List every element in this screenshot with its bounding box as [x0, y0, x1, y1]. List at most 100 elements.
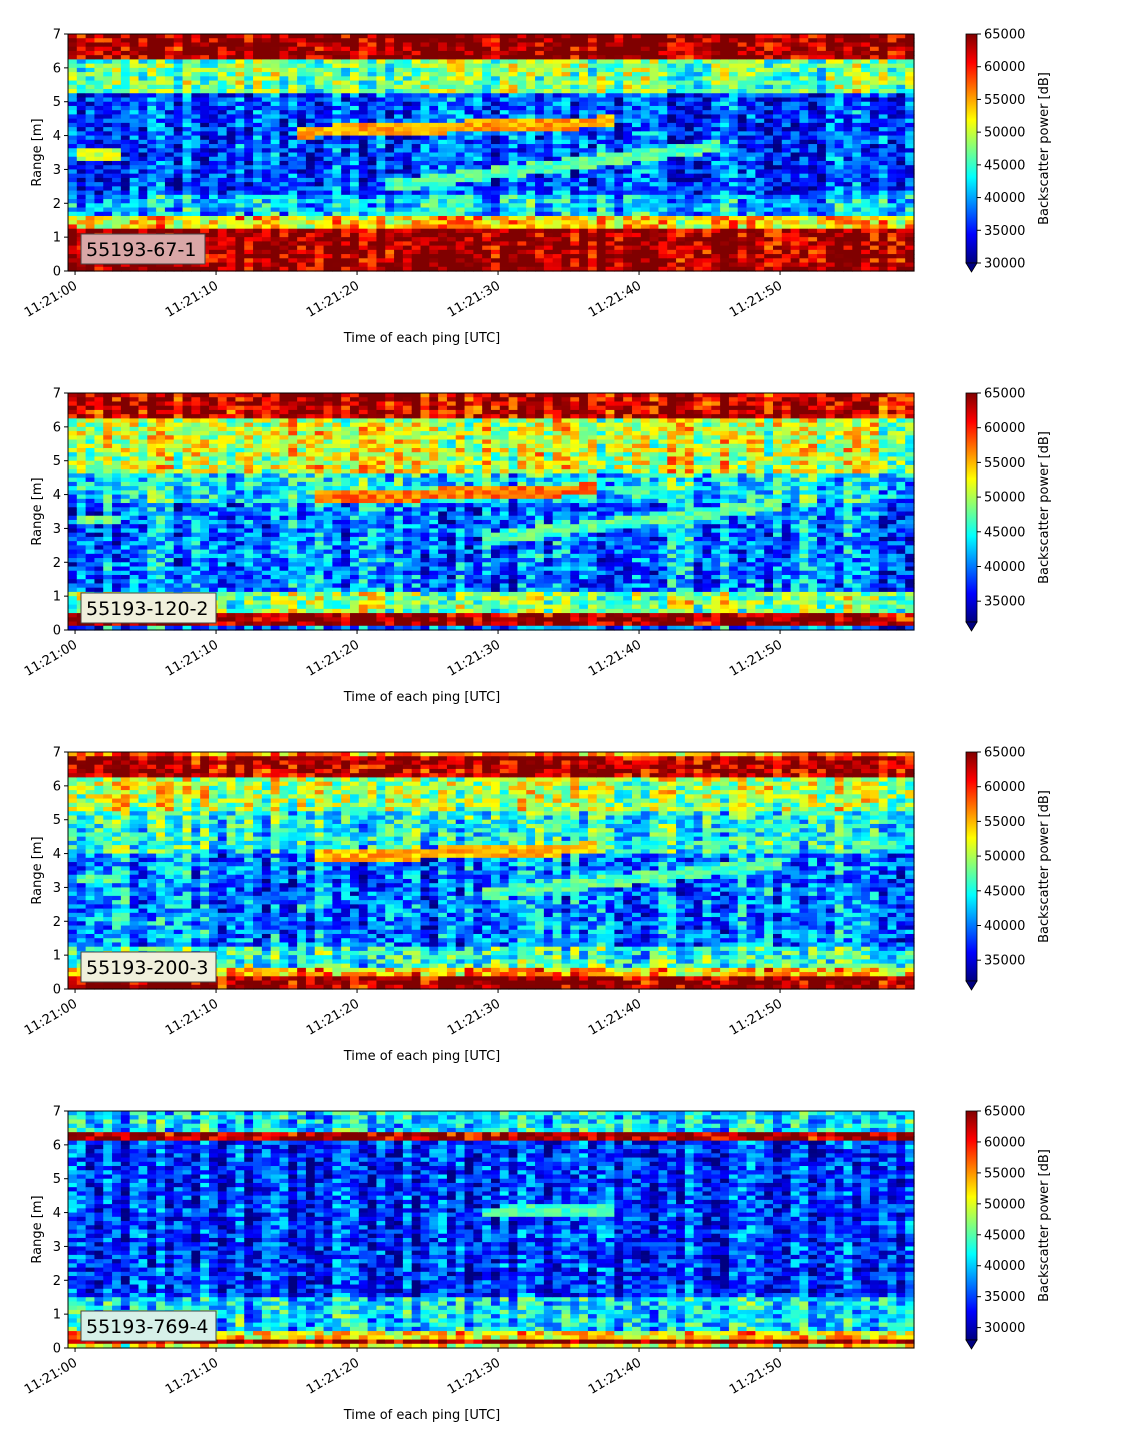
colorbar-tick-label: 50000 — [984, 850, 1025, 865]
y-axis-label: Range [m] — [30, 836, 45, 904]
x-tick-label: 11:21:50 — [727, 637, 785, 679]
y-tick-label: 5 — [53, 813, 61, 828]
x-tick-label: 11:21:20 — [304, 637, 362, 679]
y-tick-label: 5 — [53, 95, 61, 110]
colorbar-tick-label: 55000 — [984, 815, 1025, 830]
y-tick-label: 1 — [53, 231, 61, 246]
x-tick-label: 11:21:40 — [586, 1355, 644, 1397]
colorbar-tick-label: 55000 — [984, 93, 1025, 108]
colorbar-tick-label: 65000 — [984, 1105, 1025, 1120]
y-tick-label: 6 — [53, 61, 61, 76]
colorbar-tick-label: 30000 — [984, 1321, 1025, 1336]
x-tick-label: 11:21:40 — [586, 996, 644, 1038]
y-tick-label: 7 — [53, 1105, 61, 1120]
y-tick-label: 7 — [53, 28, 61, 43]
x-tick-label: 11:21:50 — [727, 1355, 785, 1397]
colorbar-tick-label: 60000 — [984, 60, 1025, 75]
colorbar-tick-label: 40000 — [984, 560, 1025, 575]
y-axis-label: Range [m] — [30, 1195, 45, 1263]
y-tick-label: 3 — [53, 522, 61, 537]
colorbar — [966, 1111, 977, 1340]
y-tick-label: 2 — [53, 556, 61, 571]
colorbar — [966, 752, 977, 981]
colorbar-label: Backscatter power [dB] — [1037, 790, 1052, 943]
colorbar-tick-label: 40000 — [984, 191, 1025, 206]
colorbar-tick-label: 30000 — [984, 257, 1025, 272]
y-tick-label: 4 — [53, 488, 61, 503]
y-tick-label: 6 — [53, 1138, 61, 1153]
colorbar-tick-label: 50000 — [984, 491, 1025, 506]
colorbar-label: Backscatter power [dB] — [1037, 431, 1052, 584]
x-axis-label: Time of each ping [UTC] — [343, 1408, 501, 1423]
x-tick-label: 11:21:30 — [445, 278, 503, 320]
y-tick-label: 6 — [53, 420, 61, 435]
x-tick-label: 11:21:30 — [445, 637, 503, 679]
colorbar-extend-arrow — [966, 981, 977, 990]
colorbar-tick-label: 45000 — [984, 884, 1025, 899]
y-tick-label: 1 — [53, 590, 61, 605]
colorbar-tick-label: 40000 — [984, 1259, 1025, 1274]
y-tick-label: 2 — [53, 915, 61, 930]
colorbar-extend-arrow — [966, 1340, 977, 1349]
colorbar-tick-label: 45000 — [984, 525, 1025, 540]
colorbar-tick-label: 55000 — [984, 456, 1025, 471]
y-tick-label: 4 — [53, 129, 61, 144]
x-tick-label: 11:21:10 — [163, 996, 221, 1038]
y-axis-label: Range [m] — [30, 118, 45, 186]
x-tick-label: 11:21:50 — [727, 278, 785, 320]
colorbar-tick-label: 35000 — [984, 1290, 1025, 1305]
colorbar-extend-arrow — [966, 263, 977, 272]
y-tick-label: 3 — [53, 163, 61, 178]
x-tick-label: 11:21:40 — [586, 278, 644, 320]
colorbar-tick-label: 45000 — [984, 1228, 1025, 1243]
colorbar-tick-label: 35000 — [984, 954, 1025, 969]
colorbar-tick-label: 50000 — [984, 1197, 1025, 1212]
x-axis-label: Time of each ping [UTC] — [343, 1049, 501, 1064]
y-tick-label: 1 — [53, 949, 61, 964]
x-tick-label: 11:21:40 — [586, 637, 644, 679]
x-tick-label: 11:21:10 — [163, 637, 221, 679]
colorbar — [966, 393, 977, 622]
x-tick-label: 11:21:30 — [445, 996, 503, 1038]
y-tick-label: 2 — [53, 197, 61, 212]
x-axis-label: Time of each ping [UTC] — [343, 690, 501, 705]
colorbar-tick-label: 50000 — [984, 126, 1025, 141]
colorbar-tick-label: 45000 — [984, 158, 1025, 173]
colorbar-tick-label: 35000 — [984, 224, 1025, 239]
y-tick-label: 0 — [53, 624, 61, 639]
y-tick-label: 0 — [53, 1342, 61, 1357]
colorbar-label: Backscatter power [dB] — [1037, 1149, 1052, 1302]
y-tick-label: 2 — [53, 1274, 61, 1289]
x-tick-label: 11:21:00 — [22, 996, 80, 1038]
colorbar-tick-label: 35000 — [984, 595, 1025, 610]
colorbar-tick-label: 65000 — [984, 387, 1025, 402]
y-tick-label: 4 — [53, 1206, 61, 1221]
x-tick-label: 11:21:10 — [163, 1355, 221, 1397]
x-axis-label: Time of each ping [UTC] — [343, 331, 501, 346]
y-tick-label: 7 — [53, 746, 61, 761]
colorbar-extend-arrow — [966, 622, 977, 631]
colorbar-tick-label: 65000 — [984, 28, 1025, 43]
x-tick-label: 11:21:00 — [22, 278, 80, 320]
x-tick-label: 11:21:20 — [304, 996, 362, 1038]
colorbar-tick-label: 40000 — [984, 919, 1025, 934]
x-tick-label: 11:21:50 — [727, 996, 785, 1038]
y-tick-label: 3 — [53, 1240, 61, 1255]
y-tick-label: 5 — [53, 454, 61, 469]
sample-label: 55193-769-4 — [86, 1316, 209, 1338]
y-tick-label: 6 — [53, 779, 61, 794]
sample-label: 55193-67-1 — [86, 239, 196, 261]
x-tick-label: 11:21:20 — [304, 278, 362, 320]
x-tick-label: 11:21:10 — [163, 278, 221, 320]
x-tick-label: 11:21:00 — [22, 1355, 80, 1397]
x-tick-label: 11:21:20 — [304, 1355, 362, 1397]
y-axis-label: Range [m] — [30, 477, 45, 545]
sample-label: 55193-200-3 — [86, 957, 209, 979]
sample-label: 55193-120-2 — [86, 598, 209, 620]
colorbar-tick-label: 60000 — [984, 421, 1025, 436]
x-tick-label: 11:21:30 — [445, 1355, 503, 1397]
